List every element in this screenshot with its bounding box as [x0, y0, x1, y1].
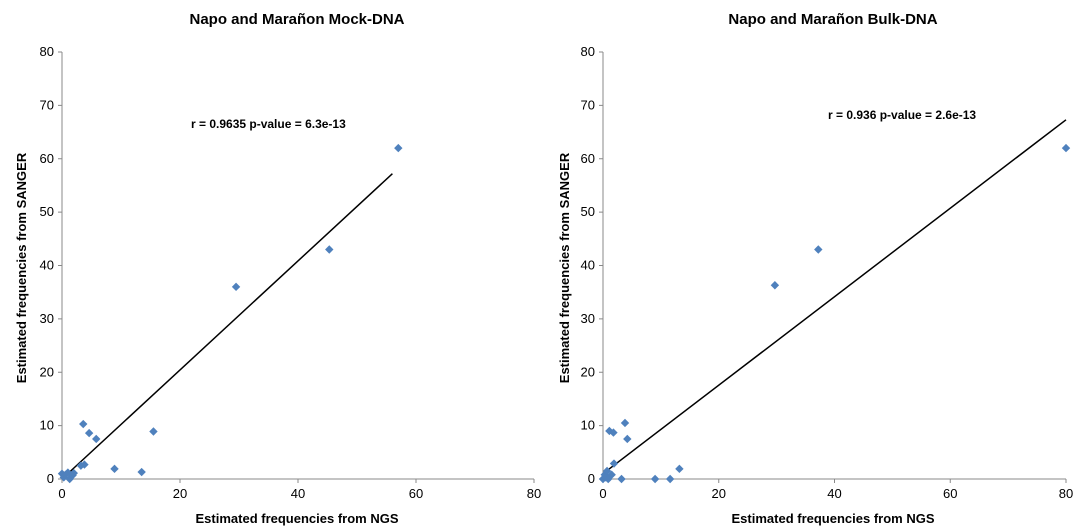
y-tick-label: 60	[40, 151, 54, 166]
y-tick-label: 10	[581, 418, 595, 433]
y-tick-label: 10	[40, 418, 54, 433]
chart-title: Napo and Marañon Bulk-DNA	[728, 11, 937, 28]
y-tick-label: 70	[40, 97, 54, 112]
data-point	[79, 419, 88, 429]
data-point	[617, 474, 626, 484]
data-point	[84, 428, 94, 438]
data-point	[675, 464, 684, 474]
y-axis-label: Estimated frequencies from SANGER	[14, 152, 29, 383]
y-tick-label: 30	[40, 311, 54, 326]
regression-line	[61, 173, 393, 480]
x-tick-label: 20	[712, 486, 726, 501]
data-point	[770, 281, 780, 290]
data-point	[607, 470, 616, 479]
data-point	[620, 418, 630, 428]
y-tick-label: 0	[588, 471, 595, 486]
data-point	[92, 434, 101, 444]
y-tick-label: 70	[581, 97, 595, 112]
y-tick-label: 80	[581, 44, 595, 59]
y-tick-label: 40	[40, 258, 54, 273]
x-tick-label: 80	[1059, 486, 1073, 501]
x-axis-label: Estimated frequencies from NGS	[732, 511, 935, 526]
data-point	[110, 464, 119, 474]
x-tick-label: 20	[173, 486, 187, 501]
data-point	[609, 459, 619, 468]
correlation-annotation: r = 0.936 p-value = 2.6e-13	[828, 108, 976, 122]
y-tick-label: 20	[581, 364, 595, 379]
data-point	[76, 461, 86, 470]
x-tick-label: 0	[599, 486, 606, 501]
y-tick-label: 0	[47, 471, 54, 486]
data-point	[137, 467, 146, 477]
y-tick-label: 50	[581, 204, 595, 219]
bulk-dna-panel: Napo and Marañon Bulk-DNA Estimated freq…	[557, 11, 1073, 526]
data-point	[814, 245, 823, 254]
mock-dna-panel: Napo and Marañon Mock-DNA Estimated freq…	[14, 11, 541, 526]
y-tick-label: 50	[40, 204, 54, 219]
chart-title: Napo and Marañon Mock-DNA	[189, 11, 404, 28]
y-tick-label: 60	[581, 151, 595, 166]
data-point	[665, 474, 675, 484]
data-point	[149, 427, 158, 436]
data-point	[609, 428, 618, 437]
x-tick-label: 40	[827, 486, 841, 501]
data-point	[80, 460, 89, 469]
x-tick-label: 0	[58, 486, 65, 501]
y-axis-label: Estimated frequencies from SANGER	[557, 152, 572, 383]
data-point	[69, 468, 78, 478]
data-point	[231, 282, 241, 292]
x-tick-label: 60	[409, 486, 423, 501]
data-point	[1061, 143, 1071, 153]
data-point	[394, 143, 403, 153]
x-tick-label: 40	[291, 486, 305, 501]
y-tick-label: 80	[40, 44, 54, 59]
x-tick-label: 80	[527, 486, 541, 501]
y-tick-label: 40	[581, 258, 595, 273]
data-point	[325, 245, 334, 254]
data-point	[650, 474, 660, 484]
data-point	[623, 434, 632, 444]
correlation-annotation: r = 0.9635 p-value = 6.3e-13	[191, 117, 346, 131]
data-point	[65, 474, 74, 484]
y-tick-label: 30	[581, 311, 595, 326]
regression-line	[602, 119, 1067, 475]
x-axis-label: Estimated frequencies from NGS	[196, 511, 399, 526]
x-tick-label: 60	[943, 486, 957, 501]
y-tick-label: 20	[40, 364, 54, 379]
